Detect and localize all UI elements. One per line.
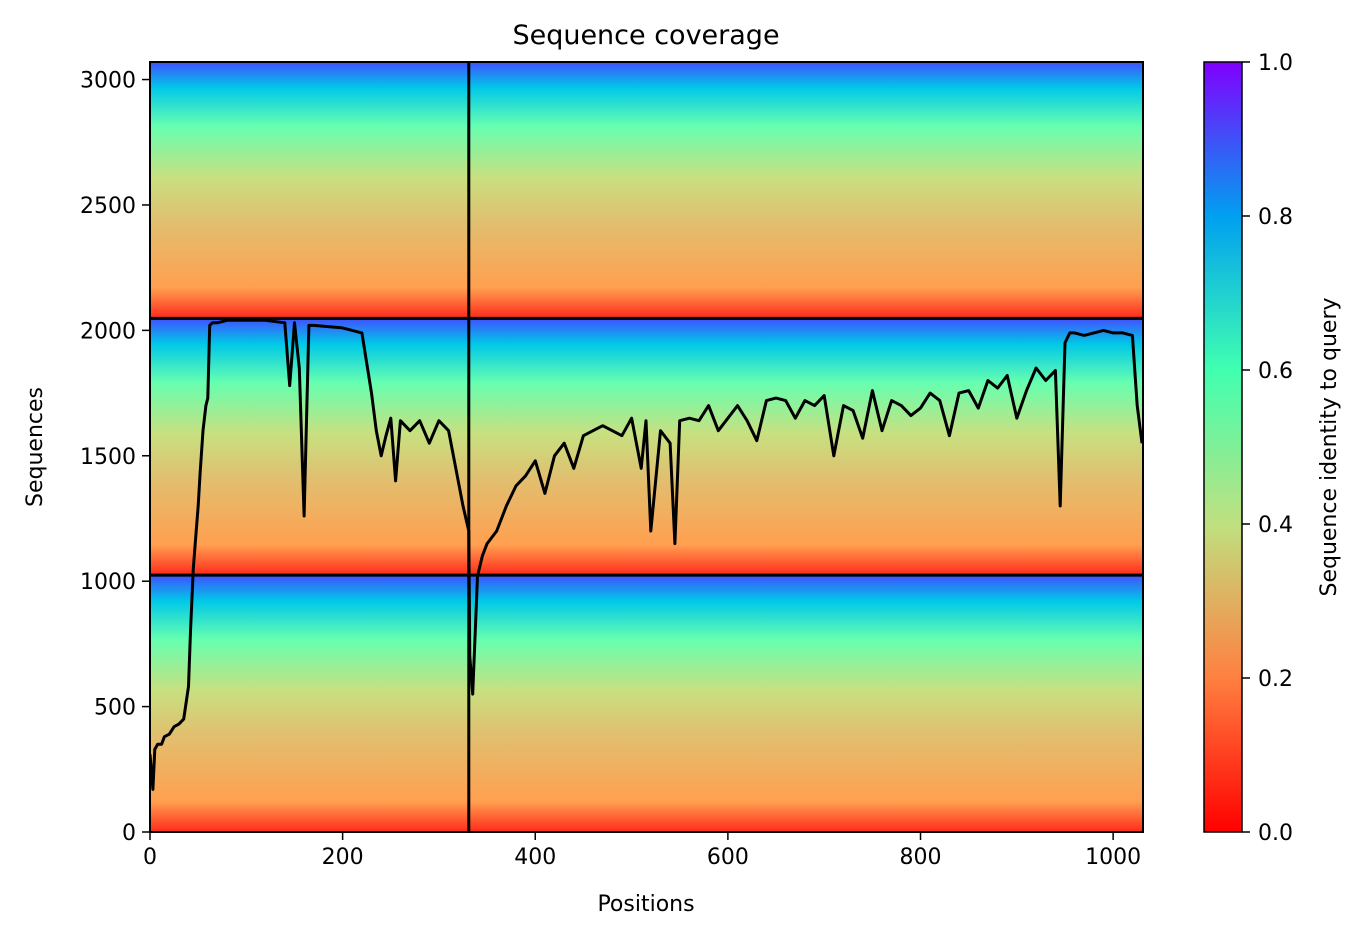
chain-dividers xyxy=(150,62,1143,832)
x-axis: 0 200 400 600 800 1000 xyxy=(143,832,1141,870)
x-axis-label: Positions xyxy=(597,892,694,917)
colorbar-tick-label: 0.0 xyxy=(1258,821,1293,846)
coverage-line-group xyxy=(150,318,1143,791)
colorbar-label: Sequence identity to query xyxy=(1317,297,1342,596)
y-tick-label: 3000 xyxy=(80,69,136,94)
x-tick-label: 600 xyxy=(707,845,749,870)
y-axis-label: Sequences xyxy=(23,387,48,507)
coverage-block-4 xyxy=(468,318,1143,576)
x-tick-label: 800 xyxy=(900,845,942,870)
colorbar-tick-label: 0.8 xyxy=(1258,205,1293,230)
colorbar-tick-label: 1.0 xyxy=(1258,51,1293,76)
coverage-block-6 xyxy=(468,62,1143,319)
colorbar-tick-label: 0.4 xyxy=(1258,513,1293,538)
colorbar-ticks: 0.0 0.2 0.4 0.6 0.8 1.0 xyxy=(1242,51,1293,846)
x-tick-label: 1000 xyxy=(1085,845,1141,870)
y-tick-label: 1000 xyxy=(80,570,136,595)
plot-frame xyxy=(149,61,1144,833)
coverage-block-2 xyxy=(468,575,1143,832)
y-tick-label: 500 xyxy=(94,696,136,721)
x-tick-label: 0 xyxy=(143,845,157,870)
colorbar-tick-label: 0.2 xyxy=(1258,667,1293,692)
x-tick-label: 400 xyxy=(514,845,556,870)
y-tick-label: 2500 xyxy=(80,194,136,219)
y-tick-label: 0 xyxy=(122,821,136,846)
colorbar xyxy=(1203,61,1243,833)
coverage-line xyxy=(150,318,1143,791)
coverage-blocks xyxy=(150,62,1143,832)
x-tick-label: 200 xyxy=(322,845,364,870)
coverage-block-5 xyxy=(150,62,469,319)
coverage-block-1 xyxy=(150,575,469,832)
y-tick-label: 1500 xyxy=(80,445,136,470)
y-axis: 0 500 1000 1500 2000 2500 3000 xyxy=(80,69,150,846)
colorbar-tick-label: 0.6 xyxy=(1258,359,1293,384)
chart-title: Sequence coverage xyxy=(512,20,779,51)
y-tick-label: 2000 xyxy=(80,319,136,344)
